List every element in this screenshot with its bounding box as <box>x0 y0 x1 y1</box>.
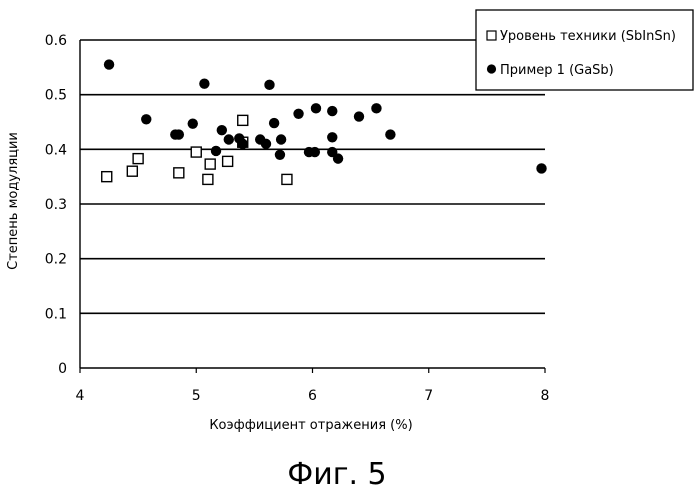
y-tick-label: 0.2 <box>45 252 67 268</box>
point-gasb <box>293 109 303 119</box>
point-sbinsn <box>205 159 215 169</box>
point-gasb <box>354 111 364 121</box>
y-tick-label: 0 <box>58 361 67 377</box>
point-gasb <box>327 132 337 142</box>
point-gasb <box>104 59 114 69</box>
point-gasb <box>199 79 209 89</box>
point-gasb <box>310 147 320 157</box>
y-tick-label: 0.1 <box>45 306 67 322</box>
point-sbinsn <box>282 174 292 184</box>
point-sbinsn <box>133 154 143 164</box>
x-tick-label: 8 <box>541 388 550 404</box>
legend-marker-square <box>487 31 496 40</box>
point-gasb <box>333 153 343 163</box>
point-sbinsn <box>174 168 184 178</box>
figure-caption: Фиг. 5 <box>287 457 386 492</box>
axes <box>80 40 545 373</box>
point-sbinsn <box>223 156 233 166</box>
x-tick-label: 4 <box>76 388 85 404</box>
legend-label-gasb: Пример 1 (GaSb) <box>500 63 614 78</box>
point-sbinsn <box>191 147 201 157</box>
point-sbinsn <box>238 115 248 125</box>
x-tick-label: 7 <box>424 388 433 404</box>
point-gasb <box>536 163 546 173</box>
grid-lines <box>80 40 545 313</box>
point-gasb <box>238 139 248 149</box>
point-gasb <box>269 118 279 128</box>
y-tick-label: 0.5 <box>45 88 67 104</box>
y-axis-label: Степень модуляции <box>6 132 21 270</box>
point-gasb <box>188 118 198 128</box>
point-gasb <box>311 103 321 113</box>
x-tick-labels: 4 5 6 7 8 <box>76 388 550 404</box>
point-gasb <box>141 114 151 124</box>
point-gasb <box>327 106 337 116</box>
legend-box <box>476 10 693 90</box>
y-tick-label: 0.3 <box>45 197 67 213</box>
point-gasb <box>224 134 234 144</box>
point-gasb <box>275 150 285 160</box>
point-sbinsn <box>203 174 213 184</box>
point-gasb <box>217 125 227 135</box>
y-tick-labels: 0 0.1 0.2 0.3 0.4 0.5 0.6 <box>45 33 67 377</box>
y-tick-label: 0.4 <box>45 142 67 158</box>
point-gasb <box>276 134 286 144</box>
x-axis-label: Коэффициент отражения (%) <box>209 418 412 433</box>
point-gasb <box>264 80 274 90</box>
point-gasb <box>174 129 184 139</box>
legend: Уровень техники (SbInSn) Пример 1 (GaSb) <box>476 10 693 90</box>
point-gasb <box>211 146 221 156</box>
point-gasb <box>385 129 395 139</box>
y-tick-label: 0.6 <box>45 33 67 49</box>
legend-label-sbinsn: Уровень техники (SbInSn) <box>500 29 676 44</box>
point-sbinsn <box>127 166 137 176</box>
x-tick-label: 5 <box>192 388 201 404</box>
point-gasb <box>261 139 271 149</box>
legend-marker-circle <box>487 64 496 73</box>
x-tick-label: 6 <box>308 388 317 404</box>
point-sbinsn <box>102 172 112 182</box>
point-gasb <box>371 103 381 113</box>
